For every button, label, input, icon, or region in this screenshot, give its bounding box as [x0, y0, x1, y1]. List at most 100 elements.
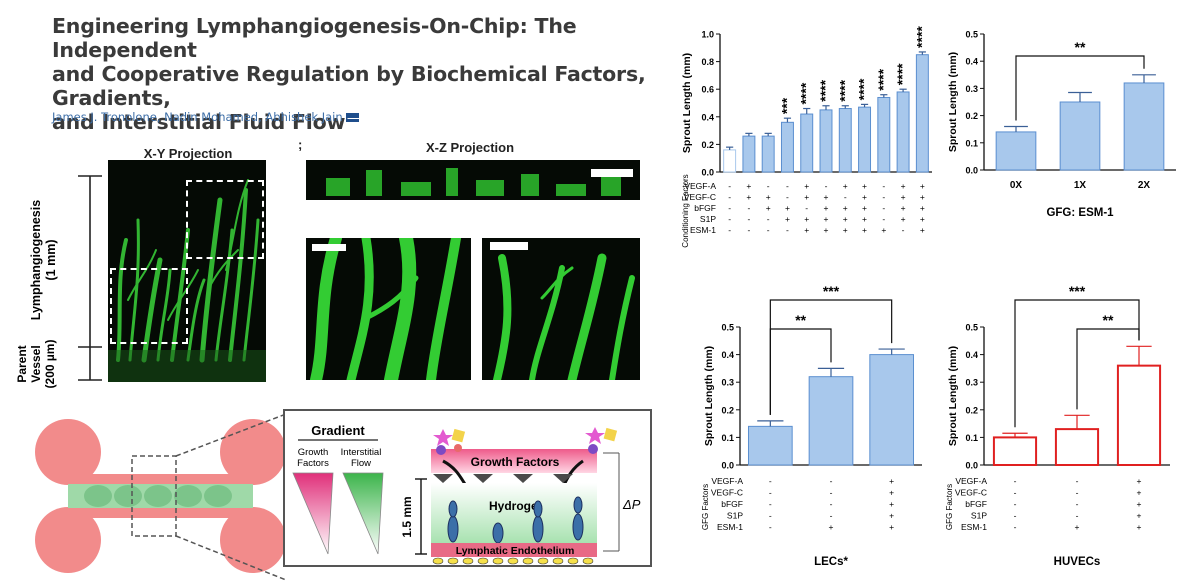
significance-stars: ** — [1103, 312, 1114, 328]
y-tick-label: 0.5 — [965, 30, 978, 40]
factor-mark: + — [1075, 522, 1080, 532]
y-tick-label: 0.1 — [721, 433, 734, 443]
factor-mark: + — [824, 214, 829, 224]
x-axis-label: GFG: ESM-1 — [1046, 207, 1114, 219]
factor-mark: + — [920, 225, 925, 235]
x-tick-label: 2X — [1138, 180, 1151, 191]
factor-mark: + — [843, 203, 848, 213]
xy-projection-image — [108, 160, 266, 382]
hydrogel-label: Hydrogel — [489, 499, 541, 513]
y-tick-label: 0.4 — [965, 350, 978, 360]
factor-mark: + — [881, 225, 886, 235]
bar — [723, 149, 737, 173]
y-tick-label: 0.3 — [965, 378, 978, 388]
factor-row-label: VEGF-C — [684, 192, 716, 202]
bar — [780, 121, 794, 173]
factor-mark: + — [862, 225, 867, 235]
factor-mark: + — [1137, 476, 1142, 486]
factor-mark: - — [767, 225, 770, 235]
factor-mark: - — [882, 181, 885, 191]
scale-bar — [312, 244, 346, 251]
x-axis-label: LECs* — [814, 556, 848, 568]
growth-factors-label: Growth Factors — [471, 455, 560, 469]
pressure-label: ΔP — [622, 497, 641, 512]
significance-stars: *** — [1069, 285, 1086, 299]
factor-mark: + — [920, 181, 925, 191]
y-tick-label: 0.0 — [701, 168, 714, 178]
factor-mark: - — [882, 203, 885, 213]
factor-mark: - — [1014, 522, 1017, 532]
factor-mark: - — [786, 192, 789, 202]
factor-mark: + — [804, 192, 809, 202]
factor-mark: - — [830, 488, 833, 498]
factor-mark: + — [920, 214, 925, 224]
significance-stars: ** — [1075, 39, 1086, 55]
factor-mark: - — [728, 225, 731, 235]
chip-schematic — [35, 413, 287, 581]
factor-mark: - — [1014, 499, 1017, 509]
paper-title: Engineering Lymphangiogenesis-On-Chip: T… — [52, 14, 652, 134]
zoom-micrograph-right — [482, 238, 640, 380]
scale-annotation: Lymphangiogenesis (1 mm) Parent Vessel (… — [15, 175, 102, 388]
factor-mark: - — [805, 203, 808, 213]
factor-mark: + — [824, 203, 829, 213]
factor-mark: - — [728, 203, 731, 213]
factor-row-label: VEGF-A — [684, 181, 716, 191]
factor-mark: + — [746, 181, 751, 191]
factor-row-label: ESM-1 — [961, 522, 987, 532]
endothelium-label: Lymphatic Endothelium — [456, 545, 575, 557]
factor-mark: + — [824, 225, 829, 235]
author-names[interactable]: James J. Tronolone, Nadin Mohamed, Abhis… — [52, 110, 343, 124]
separator-mark: ; — [298, 137, 303, 152]
y-tick-label: 0.4 — [701, 112, 714, 122]
factor-mark: + — [843, 225, 848, 235]
bar — [992, 436, 1038, 466]
significance-stars: **** — [894, 63, 910, 85]
significance-stars: **** — [913, 26, 929, 48]
molecule-icons — [433, 427, 618, 455]
bar — [761, 135, 775, 173]
factor-mark: + — [804, 181, 809, 191]
factor-mark: - — [844, 192, 847, 202]
mail-icon[interactable] — [345, 113, 359, 122]
factor-mark: + — [785, 214, 790, 224]
factor-mark: + — [862, 214, 867, 224]
svg-text:Interstitial: Interstitial — [341, 447, 382, 458]
factor-mark: + — [766, 192, 771, 202]
bar — [869, 354, 915, 466]
factor-row-label: ESM-1 — [717, 522, 743, 532]
factor-mark: - — [1076, 499, 1079, 509]
bar — [808, 376, 854, 466]
factor-mark: - — [769, 499, 772, 509]
factor-mark: + — [901, 181, 906, 191]
factor-mark: + — [862, 192, 867, 202]
y-axis-label: Sprout Length (mm) — [947, 346, 959, 446]
y-axis-label: Sprout Length (mm) — [681, 53, 693, 153]
factor-mark: - — [728, 181, 731, 191]
xz-projection-title: X-Z Projection — [425, 140, 515, 155]
svg-text:Flow: Flow — [351, 458, 371, 469]
factor-mark: + — [766, 203, 771, 213]
factor-mark: - — [769, 522, 772, 532]
title-line: and Interstitial Fluid Flow — [52, 110, 346, 134]
xz-projection-image — [306, 160, 640, 200]
factor-mark: + — [824, 192, 829, 202]
y-tick-label: 0.2 — [965, 405, 978, 415]
factor-mark: - — [902, 225, 905, 235]
chart-esm1-dose: 0.0 0.1 0.2 0.3 0.4 0.5 Sprout Length (mm) ** 0X… — [947, 30, 1176, 219]
author-list: James J. Tronolone, Nadin Mohamed, Abhis… — [52, 110, 359, 124]
factor-row-label: VEGF-C — [711, 488, 743, 498]
factor-row-label: bFGF — [965, 499, 987, 509]
gradient-title: Gradient — [311, 423, 365, 438]
zoom-region-box — [186, 180, 264, 259]
significance-stars: **** — [836, 79, 852, 101]
title-line: and Cooperative Regulation by Biochemica… — [52, 62, 646, 110]
lymph-label: Lymphangiogenesis — [29, 200, 43, 320]
factor-mark: - — [747, 203, 750, 213]
factor-mark: + — [843, 181, 848, 191]
interstitial-flow-gradient — [342, 472, 384, 555]
factor-mark: - — [1076, 488, 1079, 498]
factor-row-label: S1P — [700, 214, 716, 224]
factor-mark: - — [786, 181, 789, 191]
